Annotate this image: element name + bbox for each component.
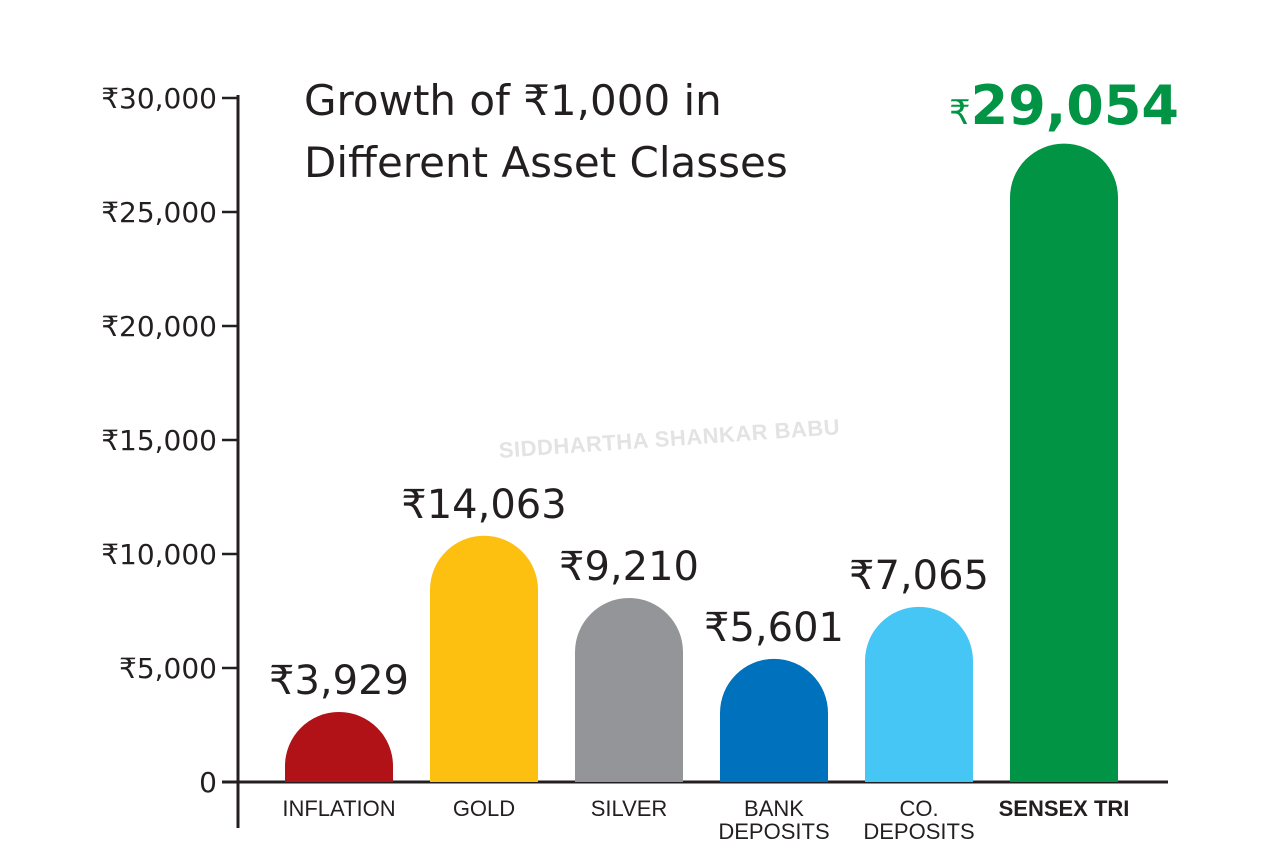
- title-line-1: Growth of ₹1,000 in: [304, 76, 722, 125]
- y-tick-label: 0: [199, 766, 217, 799]
- bar-co-deposits: [865, 606, 973, 782]
- value-label: ₹5,601: [704, 605, 844, 651]
- x-tick-label: INFLATION: [282, 796, 395, 821]
- bar-gold: [430, 535, 538, 782]
- value-label: ₹29,054: [949, 74, 1179, 137]
- value-label: ₹7,065: [849, 553, 989, 599]
- x-tick-label: CO.: [899, 796, 938, 821]
- x-tick-label: DEPOSITS: [718, 819, 829, 844]
- value-label: ₹3,929: [269, 658, 409, 704]
- y-tick-label: ₹25,000: [101, 196, 217, 229]
- bar-sensex-tri: [1010, 143, 1118, 783]
- x-tick-label: BANK: [744, 796, 804, 821]
- value-label: ₹9,210: [559, 544, 699, 590]
- y-tick-label: ₹10,000: [101, 538, 217, 571]
- value-label: ₹14,063: [401, 482, 566, 528]
- bar-silver: [575, 598, 683, 782]
- title-line-2: Different Asset Classes: [304, 138, 788, 187]
- y-tick-label: ₹5,000: [119, 652, 217, 685]
- bar-inflation: [285, 712, 393, 782]
- x-tick-label: SILVER: [591, 796, 668, 821]
- y-tick-label: ₹20,000: [101, 310, 217, 343]
- x-tick-label: GOLD: [453, 796, 515, 821]
- x-tick-label: DEPOSITS: [863, 819, 974, 844]
- x-tick-label: SENSEX TRI: [999, 796, 1130, 821]
- chart-title: Growth of ₹1,000 in Different Asset Clas…: [304, 70, 788, 194]
- y-tick-label: ₹30,000: [101, 82, 217, 115]
- bar-bank-deposits: [720, 658, 828, 782]
- y-tick-label: ₹15,000: [101, 424, 217, 457]
